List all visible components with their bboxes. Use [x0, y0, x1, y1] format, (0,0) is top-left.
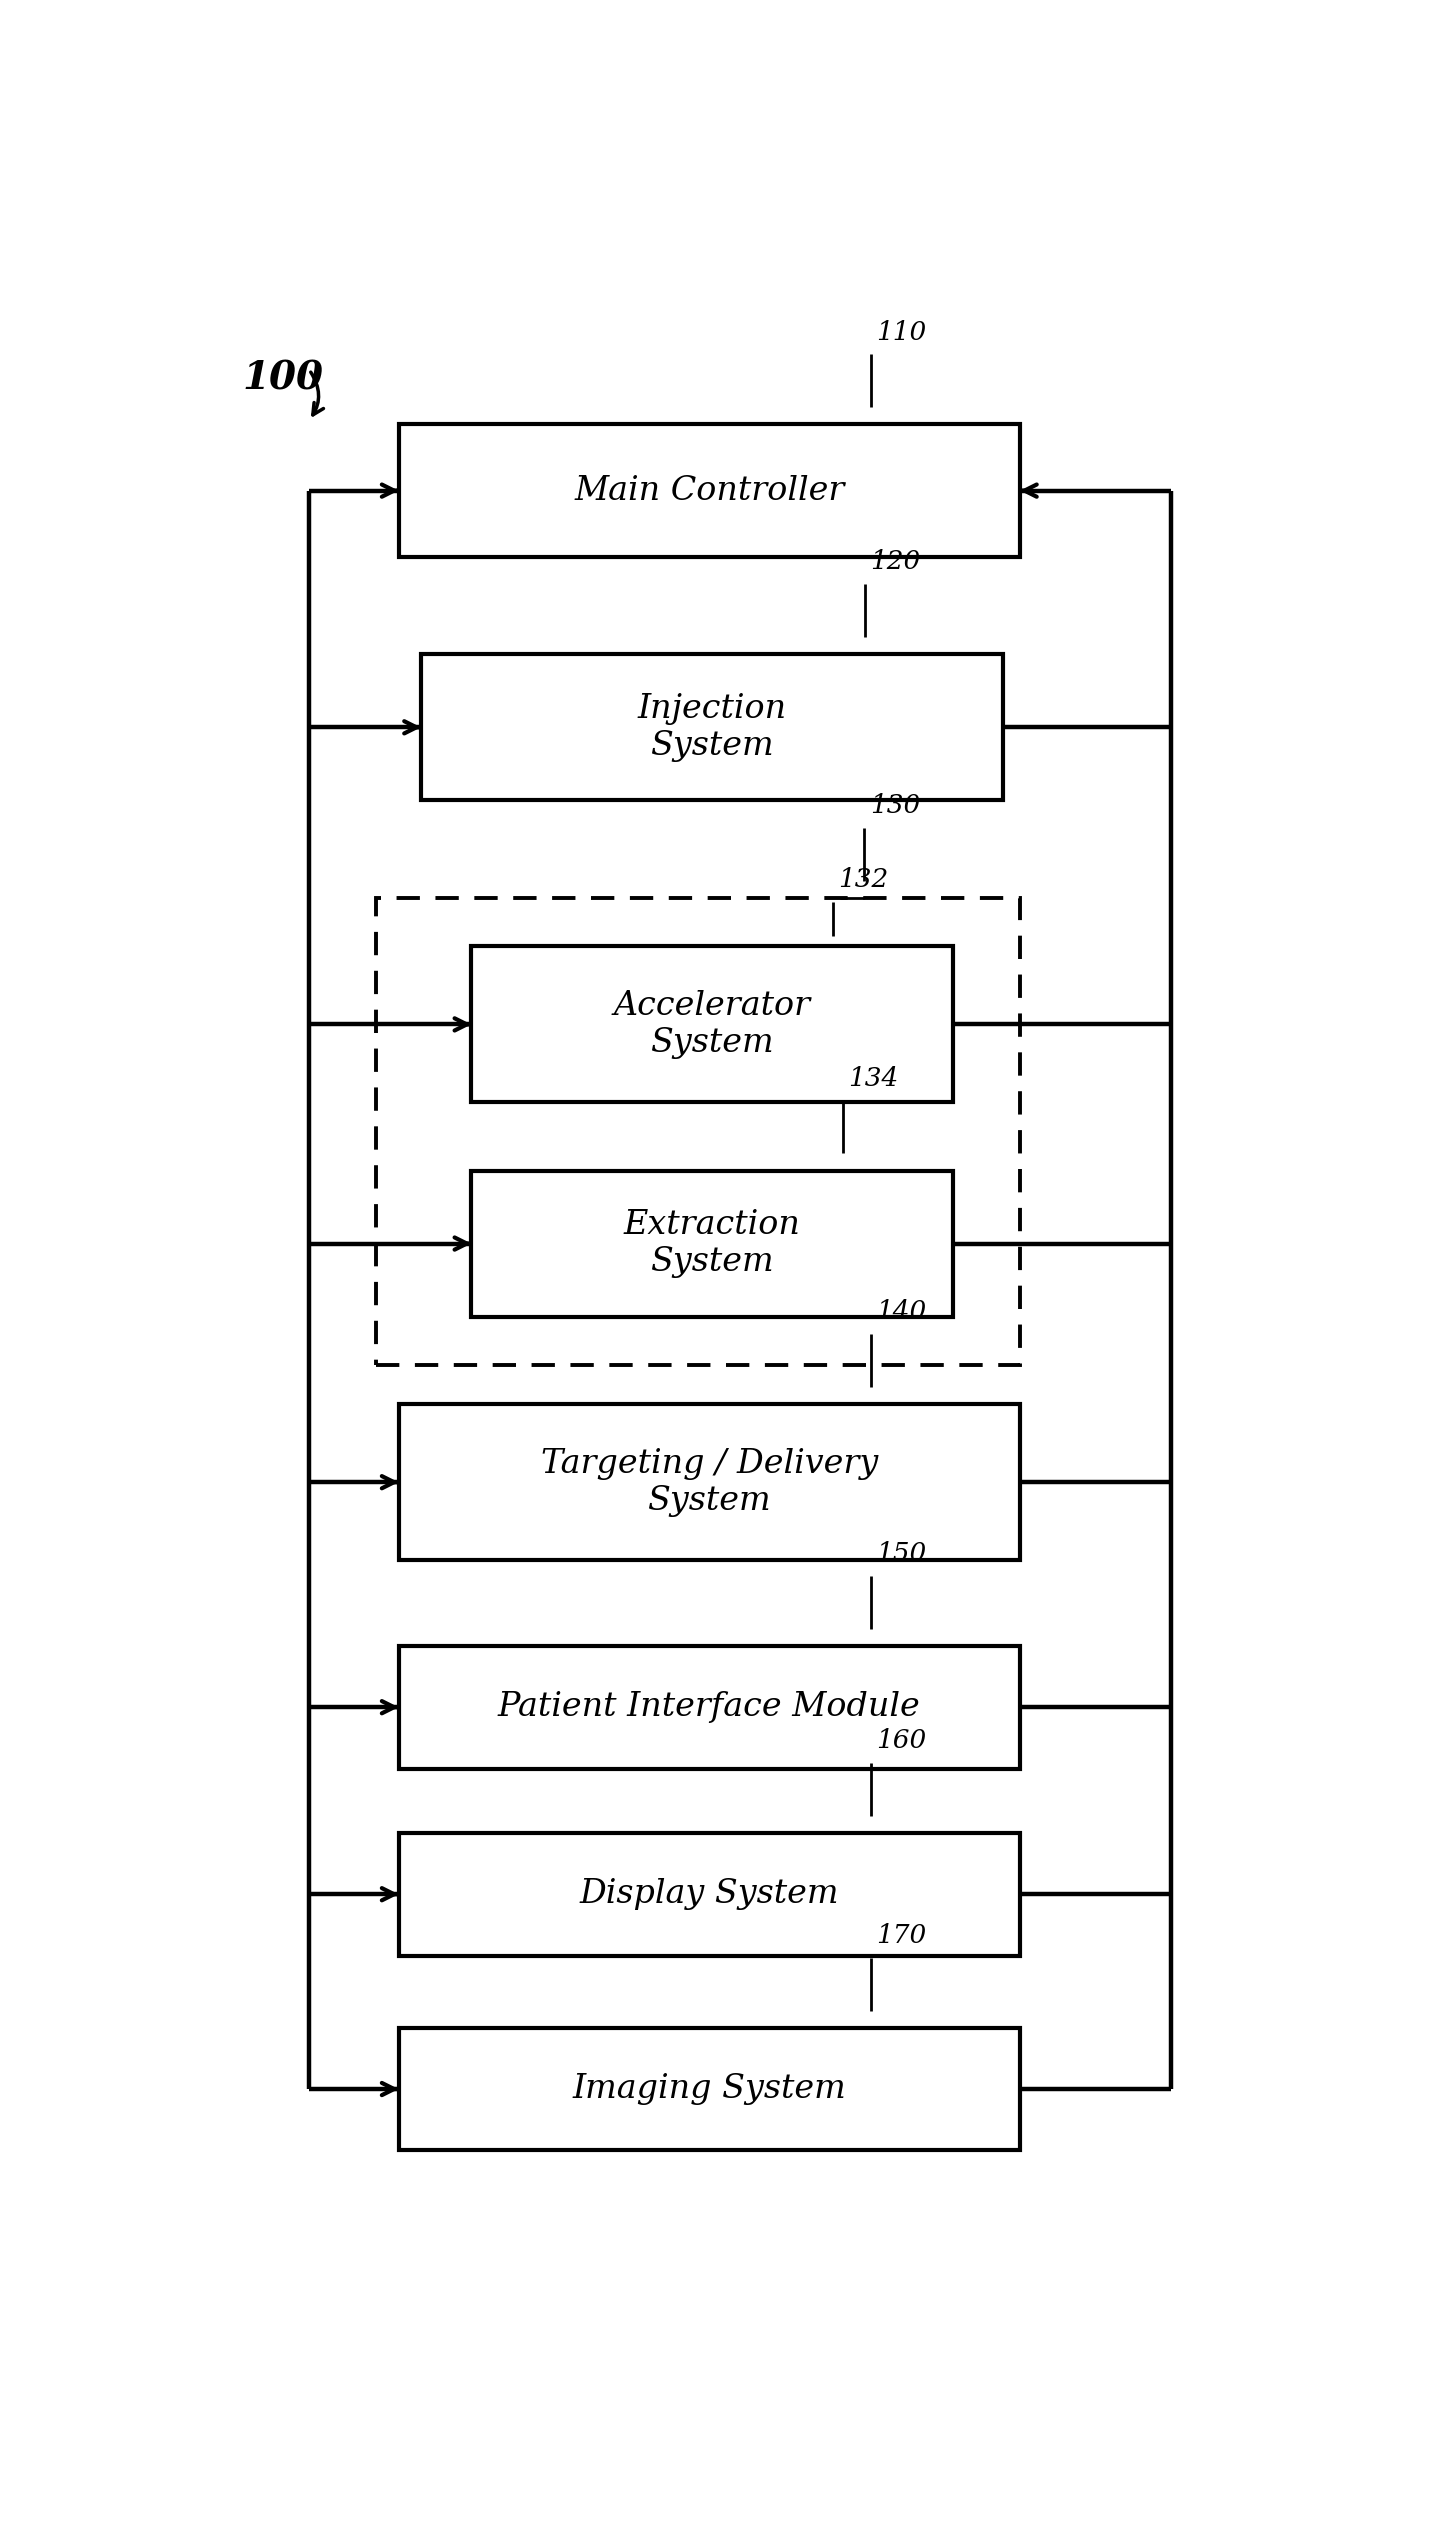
- Bar: [399, 1404, 1019, 1561]
- Bar: [399, 2027, 1019, 2150]
- Text: Patient Interface Module: Patient Interface Module: [498, 1690, 921, 1723]
- Text: 150: 150: [877, 1541, 927, 1566]
- Text: 130: 130: [869, 792, 920, 817]
- Bar: [399, 1647, 1019, 1768]
- Text: Extraction
System: Extraction System: [624, 1209, 800, 1278]
- Bar: [422, 655, 1004, 799]
- Bar: [472, 1171, 953, 1316]
- Bar: [377, 898, 1019, 1366]
- Text: Injection
System: Injection System: [637, 693, 787, 762]
- Text: Main Controller: Main Controller: [575, 476, 845, 506]
- Text: Display System: Display System: [579, 1877, 839, 1910]
- Text: 132: 132: [839, 868, 888, 893]
- Text: 100: 100: [243, 359, 323, 397]
- Text: 170: 170: [877, 1923, 927, 1948]
- Bar: [472, 946, 953, 1103]
- Text: Accelerator
System: Accelerator System: [614, 989, 810, 1060]
- Bar: [399, 1832, 1019, 1956]
- Text: Targeting / Delivery
System: Targeting / Delivery System: [540, 1447, 878, 1515]
- Text: 110: 110: [877, 319, 927, 344]
- Text: 160: 160: [877, 1728, 927, 1753]
- Text: 134: 134: [848, 1065, 898, 1090]
- Text: 140: 140: [877, 1300, 927, 1323]
- Text: 120: 120: [871, 549, 921, 574]
- Bar: [399, 425, 1019, 557]
- Text: Imaging System: Imaging System: [572, 2072, 846, 2105]
